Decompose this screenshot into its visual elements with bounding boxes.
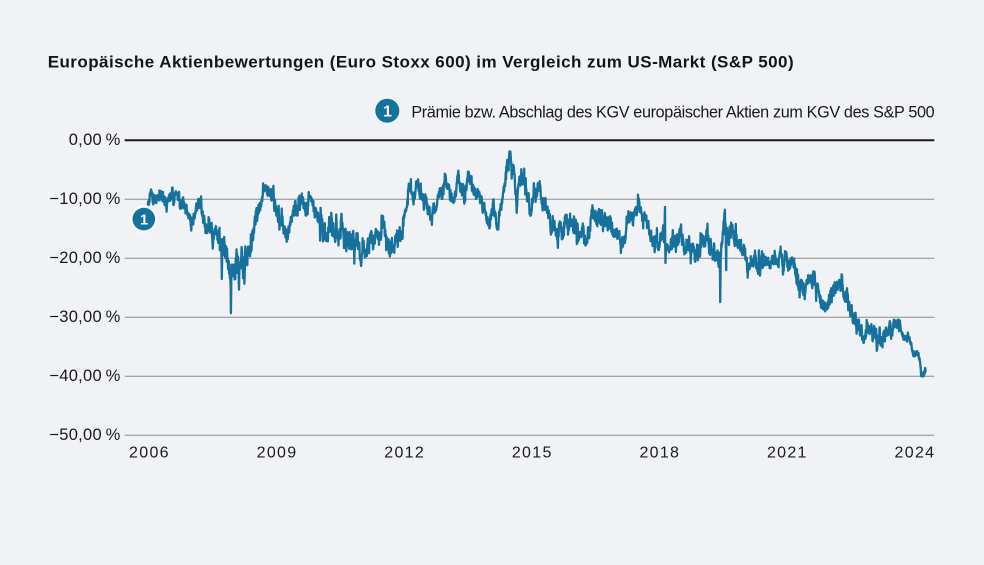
- svg-text:2021: 2021: [767, 445, 808, 462]
- svg-text:2018: 2018: [639, 445, 680, 462]
- svg-text:0,00 %: 0,00 %: [69, 131, 121, 149]
- svg-text:2006: 2006: [129, 445, 170, 462]
- svg-text:1: 1: [140, 212, 148, 228]
- svg-text:1: 1: [383, 103, 392, 120]
- svg-text:−40,00 %: −40,00 %: [49, 367, 120, 385]
- svg-text:−20,00 %: −20,00 %: [49, 249, 120, 267]
- svg-text:2024: 2024: [895, 445, 936, 462]
- svg-text:−50,00 %: −50,00 %: [49, 426, 120, 444]
- svg-text:−30,00 %: −30,00 %: [49, 308, 120, 326]
- svg-text:2012: 2012: [384, 445, 425, 462]
- svg-text:Europäische Aktienbewertungen: Europäische Aktienbewertungen (Euro Stox…: [48, 52, 794, 71]
- svg-text:2009: 2009: [257, 445, 298, 462]
- svg-text:−10,00 %: −10,00 %: [49, 190, 120, 208]
- svg-text:Prämie bzw. Abschlag des KGV e: Prämie bzw. Abschlag des KGV europäische…: [411, 104, 934, 122]
- svg-text:2015: 2015: [512, 445, 553, 462]
